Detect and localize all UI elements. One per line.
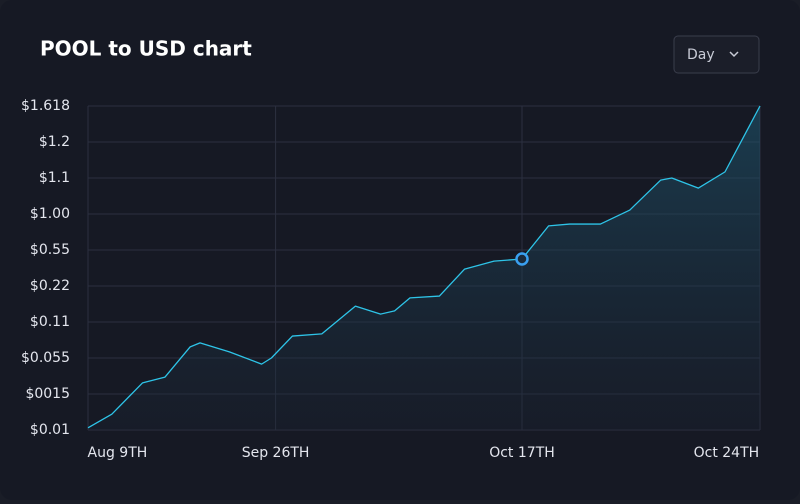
line: [87, 105, 761, 429]
y-tick-label: $0015: [25, 386, 70, 402]
y-tick-label: $0.11: [30, 314, 70, 330]
dropdown[interactable]: Day: [673, 35, 760, 74]
y-tick-label: $1.2: [39, 134, 70, 150]
y-tick-label: $0.55: [30, 242, 70, 258]
y-tick-label: $1.00: [30, 206, 70, 222]
dropdown-box[interactable]: [673, 35, 760, 74]
y-tick-label: $0.01: [30, 422, 70, 438]
y-tick-label: $0.22: [30, 278, 70, 294]
y-tick-label: $1.618: [21, 98, 70, 114]
chart-title: POOL to USD chart: [40, 37, 252, 61]
y-tick-label: $1.1: [39, 170, 70, 186]
x-tick-label: Oct 17TH: [489, 445, 555, 461]
x-tick-label: Sep 26TH: [242, 445, 310, 461]
area: [88, 106, 760, 430]
x-tick-label: Oct 24TH: [694, 445, 760, 461]
highlight-point: [515, 252, 529, 266]
dropdown-chevron[interactable]: [729, 51, 739, 58]
y-tick-label: $0.055: [21, 350, 70, 366]
x-tick-label: Aug 9TH: [88, 445, 148, 461]
dropdown-label[interactable]: Day: [687, 47, 715, 63]
